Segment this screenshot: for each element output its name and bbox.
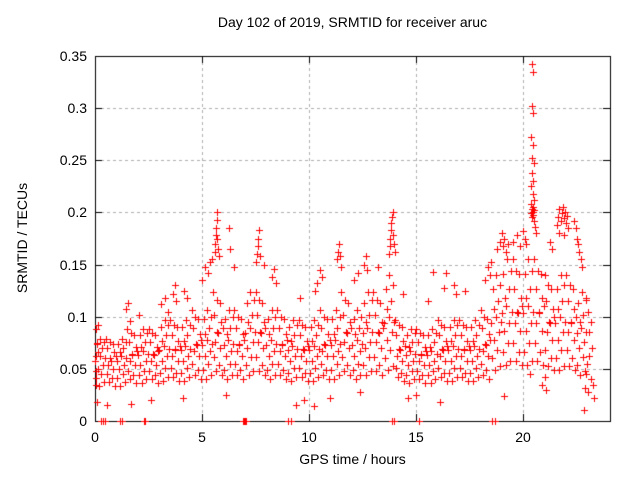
x-axis-label: GPS time / hours (299, 451, 406, 467)
x-tick-label: 15 (408, 429, 424, 445)
x-tick-label: 0 (91, 429, 99, 445)
x-tick-label: 10 (301, 429, 317, 445)
y-tick-label: 0.25 (59, 152, 87, 168)
chart-title: Day 102 of 2019, SRMTID for receiver aru… (217, 14, 488, 30)
y-tick-label: 0.05 (59, 361, 87, 377)
y-tick-label: 0.35 (59, 48, 87, 64)
y-tick-label: 0.2 (67, 204, 87, 220)
y-tick-label: 0.15 (59, 257, 87, 273)
y-axis-label: SRMTID / TECUs (14, 182, 30, 294)
x-tick-label: 20 (515, 429, 531, 445)
y-tick-label: 0.1 (67, 309, 87, 325)
x-tick-label: 5 (198, 429, 206, 445)
y-tick-label: 0.3 (67, 100, 87, 116)
y-tick-label: 0 (79, 413, 87, 429)
